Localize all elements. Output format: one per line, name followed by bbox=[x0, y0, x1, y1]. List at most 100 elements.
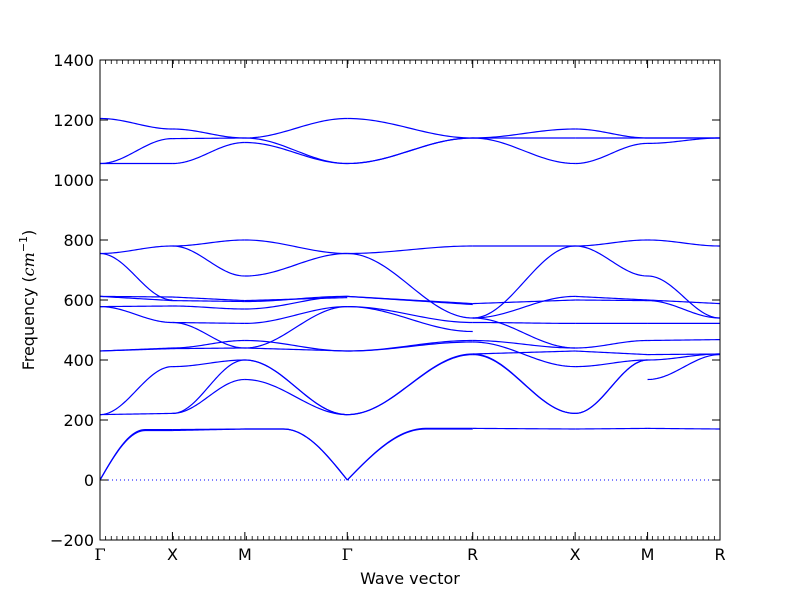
band-line bbox=[647, 300, 721, 319]
band-line bbox=[647, 275, 721, 319]
band-line bbox=[472, 339, 576, 349]
band-line bbox=[172, 245, 245, 277]
y-tick-label: 1000 bbox=[53, 171, 94, 190]
band-line bbox=[575, 142, 648, 165]
band-line bbox=[99, 117, 173, 130]
band-line bbox=[172, 321, 245, 349]
band-line bbox=[346, 428, 473, 481]
band-line bbox=[575, 299, 648, 302]
band-line bbox=[244, 141, 348, 165]
band-line bbox=[575, 339, 648, 349]
band-line bbox=[244, 297, 348, 302]
y-axis-label-unit: cm bbox=[19, 252, 38, 276]
band-line bbox=[172, 137, 245, 140]
band-line bbox=[472, 128, 576, 139]
band-line bbox=[472, 137, 576, 165]
band-line bbox=[172, 296, 245, 302]
band-line bbox=[244, 239, 348, 255]
band-line bbox=[347, 306, 473, 333]
x-kpoint-label: R bbox=[714, 545, 725, 564]
band-line bbox=[347, 245, 473, 255]
y-tick-label: 800 bbox=[63, 231, 94, 250]
band-line bbox=[347, 252, 473, 319]
band-line bbox=[172, 128, 245, 139]
y-axis-label-text: Frequency ( bbox=[19, 276, 38, 370]
y-tick-label: 600 bbox=[63, 291, 94, 310]
y-tick-labels: −200 0 200 400 600 800 1000 1200 1400 bbox=[50, 51, 94, 550]
x-kpoint-label: M bbox=[238, 545, 252, 564]
band-line bbox=[172, 359, 245, 414]
band-line bbox=[99, 366, 173, 416]
band-line bbox=[99, 348, 173, 352]
bands-layer bbox=[99, 117, 721, 481]
band-line bbox=[575, 359, 648, 368]
y-tick-label: −200 bbox=[50, 531, 94, 550]
x-kpoint-label: M bbox=[641, 545, 655, 564]
y-axis-label: Frequency (cm−1) bbox=[17, 230, 38, 371]
x-kpoint-label: Γ bbox=[342, 545, 353, 564]
band-line bbox=[99, 306, 173, 324]
band-line bbox=[244, 378, 348, 416]
x-axis-label: Wave vector bbox=[360, 569, 460, 588]
band-line bbox=[99, 295, 173, 302]
band-line bbox=[575, 239, 648, 247]
y-tick-label: 1200 bbox=[53, 111, 94, 130]
band-line bbox=[647, 354, 721, 381]
band-line bbox=[172, 359, 245, 368]
band-line bbox=[244, 347, 348, 352]
band-line bbox=[244, 306, 348, 324]
band-line bbox=[472, 299, 576, 305]
band-line bbox=[244, 428, 348, 481]
band-line bbox=[575, 427, 648, 430]
band-line bbox=[647, 339, 721, 342]
band-line bbox=[347, 353, 473, 416]
band-line bbox=[472, 295, 576, 319]
band-line bbox=[347, 295, 473, 306]
band-line bbox=[172, 378, 245, 414]
band-line bbox=[575, 245, 648, 277]
band-line bbox=[347, 341, 473, 352]
band-line bbox=[99, 429, 173, 481]
y-axis-label-close: ) bbox=[19, 230, 38, 236]
band-line bbox=[99, 305, 173, 308]
y-tick-label: 0 bbox=[84, 471, 94, 490]
band-line bbox=[172, 305, 245, 310]
band-line bbox=[244, 306, 348, 349]
plot-frame bbox=[99, 59, 721, 541]
band-line bbox=[99, 412, 173, 416]
band-line bbox=[472, 350, 576, 355]
band-line bbox=[472, 353, 576, 414]
band-line bbox=[172, 141, 245, 165]
band-line bbox=[172, 347, 245, 350]
band-line bbox=[647, 239, 721, 247]
x-kpoint-label: X bbox=[570, 545, 581, 564]
band-line bbox=[347, 137, 473, 165]
band-line bbox=[172, 300, 245, 303]
band-line bbox=[172, 428, 245, 431]
x-kpoint-label: Γ bbox=[94, 545, 105, 564]
band-line bbox=[575, 359, 648, 414]
band-line bbox=[172, 239, 245, 247]
band-line bbox=[575, 295, 648, 301]
band-line bbox=[647, 353, 721, 356]
band-line bbox=[172, 321, 245, 324]
band-line bbox=[472, 321, 576, 324]
band-line bbox=[575, 128, 648, 139]
band-line bbox=[472, 245, 576, 319]
band-line bbox=[172, 339, 245, 349]
band-line bbox=[244, 252, 348, 277]
band-line bbox=[99, 245, 173, 255]
band-line bbox=[472, 427, 576, 430]
band-line bbox=[99, 252, 173, 301]
band-line bbox=[347, 117, 473, 139]
band-line bbox=[244, 117, 348, 139]
band-line bbox=[347, 306, 473, 324]
band-line bbox=[472, 317, 576, 349]
y-tick-label: 400 bbox=[63, 351, 94, 370]
x-kpoint-label: R bbox=[467, 545, 478, 564]
band-line bbox=[99, 138, 173, 165]
band-line bbox=[244, 359, 348, 416]
band-line bbox=[575, 350, 648, 356]
